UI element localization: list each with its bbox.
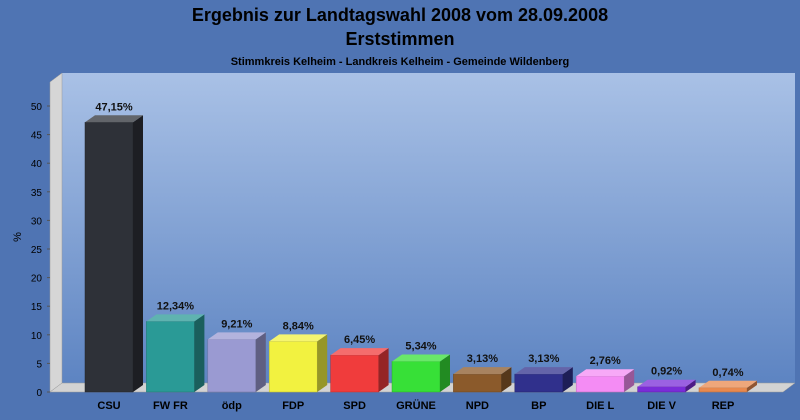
bar-value-label: 2,76%	[590, 355, 621, 367]
plot-left-wall	[49, 72, 63, 393]
chart-subtitle: Stimmkreis Kelheim - Landkreis Kelheim -…	[231, 56, 570, 68]
x-tick-label: ödp	[222, 400, 242, 412]
bar-10: 0,74%	[698, 367, 757, 393]
x-tick-label: DIE L	[586, 400, 614, 412]
bar-value-label: 3,13%	[528, 353, 559, 365]
bar-side	[378, 348, 389, 392]
bar-value-label: 9,21%	[221, 318, 252, 330]
bar-side	[562, 367, 573, 392]
x-tick-label: FDP	[282, 400, 304, 412]
y-tick-label: 50	[31, 102, 43, 113]
bar-side	[685, 379, 696, 392]
x-tick-label: DIE V	[647, 400, 676, 412]
x-tick-label: FW FR	[153, 400, 188, 412]
y-tick-label: 5	[36, 359, 42, 370]
y-tick-label: 30	[31, 216, 43, 227]
bar-side	[133, 115, 143, 392]
y-tick-label: 10	[31, 331, 43, 342]
bar-side	[317, 334, 328, 392]
bar-front	[453, 373, 502, 393]
bar-top	[330, 348, 389, 356]
bar-4: 6,45%	[330, 334, 389, 393]
bar-side	[194, 314, 205, 392]
y-tick-label: 45	[31, 131, 43, 142]
bar-5: 5,34%	[391, 340, 450, 393]
y-tick-label: 0	[36, 388, 42, 399]
bar-front	[207, 339, 257, 393]
x-tick-label: REP	[712, 400, 735, 412]
bar-front	[146, 321, 195, 393]
bar-top	[514, 367, 573, 375]
bar-7: 3,13%	[514, 353, 573, 393]
bar-9: 0,92%	[637, 366, 696, 393]
bar-side	[747, 380, 757, 392]
bar-side	[501, 367, 512, 392]
bar-2: 9,21%	[207, 318, 266, 393]
y-tick-label: 20	[31, 274, 43, 285]
bar-value-label: 47,15%	[95, 101, 133, 113]
bar-value-label: 0,74%	[712, 367, 743, 379]
bar-front	[514, 373, 564, 393]
bar-side	[440, 354, 450, 392]
bar-front	[330, 354, 379, 393]
x-tick-label: NPD	[466, 400, 489, 412]
y-tick-label: 35	[31, 188, 43, 199]
x-axis: CSU FW FR ödp FDP SPD GRÜNE NPD BP DIE L DIE V REP	[97, 399, 734, 412]
bar-value-label: 12,34%	[157, 300, 195, 312]
bar-front	[698, 387, 748, 393]
bar-value-label: 0,92%	[651, 366, 682, 378]
y-tick-label: 25	[31, 245, 43, 256]
bar-side	[255, 332, 266, 392]
bar-front	[268, 341, 318, 393]
bars: 47,15% 12,34% 9,21% 8,84% 6,45% 5,34% 3,13% 3,1…	[84, 101, 757, 393]
bar-6: 3,13%	[453, 353, 512, 393]
bar-top	[637, 379, 696, 387]
bar-top	[146, 314, 205, 322]
bar-value-label: 8,84%	[283, 320, 314, 332]
bar-front	[637, 386, 686, 393]
x-tick-label: BP	[531, 400, 546, 412]
bar-3: 8,84%	[268, 320, 328, 393]
bar-front	[84, 122, 134, 393]
chart-title: Ergebnis zur Landtagswahl 2008 vom 28.09…	[192, 5, 608, 25]
bar-0: 47,15%	[84, 101, 143, 393]
y-axis: 0 5 10 15 20 25 30 35 40 45 50	[31, 102, 50, 399]
bar-side	[624, 369, 635, 392]
bar-top	[269, 334, 328, 342]
y-tick-label: 15	[31, 302, 43, 313]
bar-1: 12,34%	[146, 300, 205, 393]
bar-top	[85, 115, 143, 123]
bar-top	[699, 380, 757, 388]
bar-front	[391, 361, 441, 393]
y-tick-label: 40	[31, 159, 43, 170]
bar-top	[207, 332, 266, 340]
x-tick-label: CSU	[97, 400, 120, 412]
y-axis-label: %	[12, 232, 24, 242]
x-tick-label: SPD	[343, 400, 366, 412]
x-tick-label: GRÜNE	[396, 399, 436, 412]
bar-value-label: 3,13%	[467, 353, 498, 365]
chart-title-line2: Erststimmen	[345, 29, 454, 49]
bar-top	[453, 367, 512, 375]
bar-8: 2,76%	[575, 355, 635, 393]
bar-value-label: 6,45%	[344, 334, 375, 346]
bar-value-label: 5,34%	[405, 340, 436, 352]
bar-top	[576, 369, 635, 377]
plot-wall	[62, 73, 795, 383]
bar-top	[392, 354, 450, 362]
bar-front	[575, 375, 625, 393]
